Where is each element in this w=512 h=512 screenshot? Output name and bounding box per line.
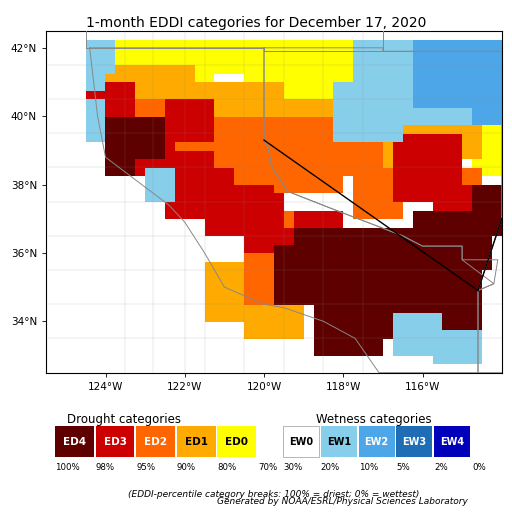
Text: Wetness categories: Wetness categories	[316, 413, 432, 426]
Text: (EDDI-percentile category breaks: 100% = driest; 0% = wettest): (EDDI-percentile category breaks: 100% =…	[128, 490, 420, 499]
FancyBboxPatch shape	[283, 426, 319, 458]
Text: 30%: 30%	[283, 463, 302, 472]
Text: 1-month EDDI categories for December 17, 2020: 1-month EDDI categories for December 17,…	[86, 16, 426, 30]
Text: 70%: 70%	[258, 463, 277, 472]
FancyBboxPatch shape	[359, 426, 395, 458]
FancyBboxPatch shape	[136, 426, 175, 458]
FancyBboxPatch shape	[396, 426, 433, 458]
Text: EW2: EW2	[365, 437, 389, 447]
Text: 2%: 2%	[434, 463, 448, 472]
Text: 100%: 100%	[55, 463, 80, 472]
Text: EW4: EW4	[440, 437, 464, 447]
Text: 20%: 20%	[321, 463, 340, 472]
Text: Drought categories: Drought categories	[67, 413, 181, 426]
Text: 10%: 10%	[359, 463, 378, 472]
Text: 90%: 90%	[177, 463, 196, 472]
Text: 95%: 95%	[136, 463, 156, 472]
Text: ED1: ED1	[185, 437, 208, 447]
FancyBboxPatch shape	[321, 426, 357, 458]
FancyBboxPatch shape	[96, 426, 135, 458]
Text: ED4: ED4	[63, 437, 86, 447]
Text: ED3: ED3	[103, 437, 126, 447]
Text: 80%: 80%	[218, 463, 237, 472]
Text: EW1: EW1	[327, 437, 351, 447]
FancyBboxPatch shape	[434, 426, 471, 458]
FancyBboxPatch shape	[218, 426, 256, 458]
Text: 98%: 98%	[96, 463, 115, 472]
Text: Generated by NOAA/ESRL/Physical Sciences Laboratory: Generated by NOAA/ESRL/Physical Sciences…	[217, 497, 467, 506]
Text: ED2: ED2	[144, 437, 167, 447]
Text: EW3: EW3	[402, 437, 426, 447]
Text: ED0: ED0	[225, 437, 248, 447]
Text: 5%: 5%	[396, 463, 410, 472]
FancyBboxPatch shape	[55, 426, 94, 458]
FancyBboxPatch shape	[177, 426, 216, 458]
Text: 0%: 0%	[472, 463, 486, 472]
Text: EW0: EW0	[289, 437, 313, 447]
